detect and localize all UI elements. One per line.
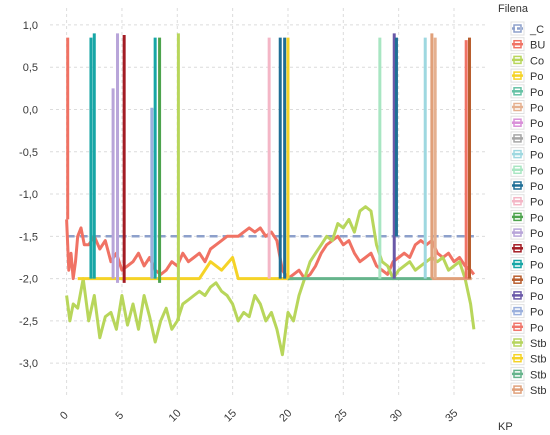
- legend-entry-label: Stb: [530, 385, 547, 397]
- legend-key-mark: [513, 165, 522, 175]
- legend-entry-label: Po: [530, 103, 543, 115]
- legend-entry-label: _C: [529, 24, 544, 36]
- data-series: [65, 205, 476, 357]
- legend-entry-label: Po: [530, 212, 543, 224]
- legend-key-mark: [513, 385, 522, 394]
- legend-entry-label: Po: [530, 244, 543, 256]
- grid-lines: [50, 8, 485, 397]
- legend-key-mark: [513, 71, 522, 80]
- y-tick-label: -3,0: [19, 358, 38, 370]
- legend-entry-label: Stb: [530, 369, 547, 381]
- legend-key-mark: [513, 353, 522, 363]
- legend-key-mark: [513, 55, 522, 65]
- y-tick-label: -2,0: [19, 274, 38, 286]
- legend-entry-label: Po: [530, 181, 543, 193]
- y-tick-label: -0,5: [19, 147, 38, 159]
- legend-key-mark: [513, 306, 522, 316]
- y-axis-ticks: 1,0 0,5 0,0 -0,5 -1,0 -1,5 -2,0 -2,5 -3,0: [19, 20, 38, 370]
- x-tick-label: 25: [333, 407, 350, 424]
- legend-key-mark: [513, 181, 522, 190]
- legend-key-mark: [513, 102, 522, 112]
- legend-key-mark: [513, 24, 522, 33]
- series-line: [65, 205, 476, 357]
- y-tick-label: -1,0: [19, 189, 38, 201]
- legend-entry-label: BU: [530, 40, 545, 52]
- legend-key-mark: [513, 228, 522, 237]
- legend-key-mark: [513, 149, 522, 159]
- legend-key-mark: [513, 134, 522, 143]
- legend-entry-label: Po: [530, 307, 543, 319]
- legend-entry-label: Po: [530, 322, 543, 334]
- legend-entry-label: Po: [530, 87, 543, 99]
- legend: Filena _C BU Co Po Po Po Po Po Po Po Po Po Po Po Po Po P…: [498, 3, 547, 397]
- legend-entry-label: Po: [530, 275, 543, 287]
- x-tick-label: 5: [113, 409, 126, 422]
- legend-key-mark: [513, 196, 522, 206]
- x-tick-label: 20: [277, 407, 294, 424]
- legend-entry-label: Po: [530, 118, 543, 130]
- legend-key-mark: [513, 212, 522, 222]
- legend-entry-label: Po: [530, 134, 543, 146]
- legend-entry-label: Po: [530, 71, 543, 83]
- y-tick-label: -2,5: [19, 316, 38, 328]
- legend-key-mark: [513, 369, 522, 379]
- x-tick-label: 0: [58, 409, 71, 422]
- legend-key-mark: [513, 87, 522, 96]
- y-tick-label: 0,0: [23, 104, 38, 116]
- legend-key-mark: [513, 244, 522, 253]
- x-tick-label: 30: [388, 407, 405, 424]
- legend-entry-label: Po: [530, 260, 543, 272]
- y-tick-label: 0,5: [23, 62, 38, 74]
- legend-title: Filena: [498, 3, 529, 15]
- legend-entry-label: Po: [530, 150, 543, 162]
- x-axis-title: KP: [498, 421, 513, 433]
- legend-key-mark: [513, 338, 522, 347]
- x-tick-label: 15: [222, 407, 239, 424]
- legend-key-mark: [513, 259, 522, 269]
- legend-entry-label: Po: [530, 165, 543, 177]
- legend-key-mark: [513, 322, 522, 332]
- legend-entry-label: Po: [530, 291, 543, 303]
- legend-entry-label: Co: [530, 55, 544, 67]
- data-spikes: [66, 33, 472, 321]
- legend-key-mark: [513, 291, 522, 300]
- y-tick-label: 1,0: [23, 20, 38, 32]
- y-tick-label: -1,5: [19, 231, 38, 243]
- legend-key-mark: [513, 118, 522, 127]
- x-axis-ticks: 0 5 10 15 20 25 30 35: [58, 407, 460, 424]
- legend-entry-label: Po: [530, 197, 543, 209]
- legend-key-mark: [513, 275, 522, 284]
- legend-entry-label: Po: [530, 228, 543, 240]
- legend-key-mark: [513, 39, 522, 49]
- legend-entry-label: Stb: [530, 354, 547, 366]
- x-tick-label: 35: [443, 407, 460, 424]
- x-tick-label: 10: [167, 407, 184, 424]
- legend-entry-label: Stb: [530, 338, 547, 350]
